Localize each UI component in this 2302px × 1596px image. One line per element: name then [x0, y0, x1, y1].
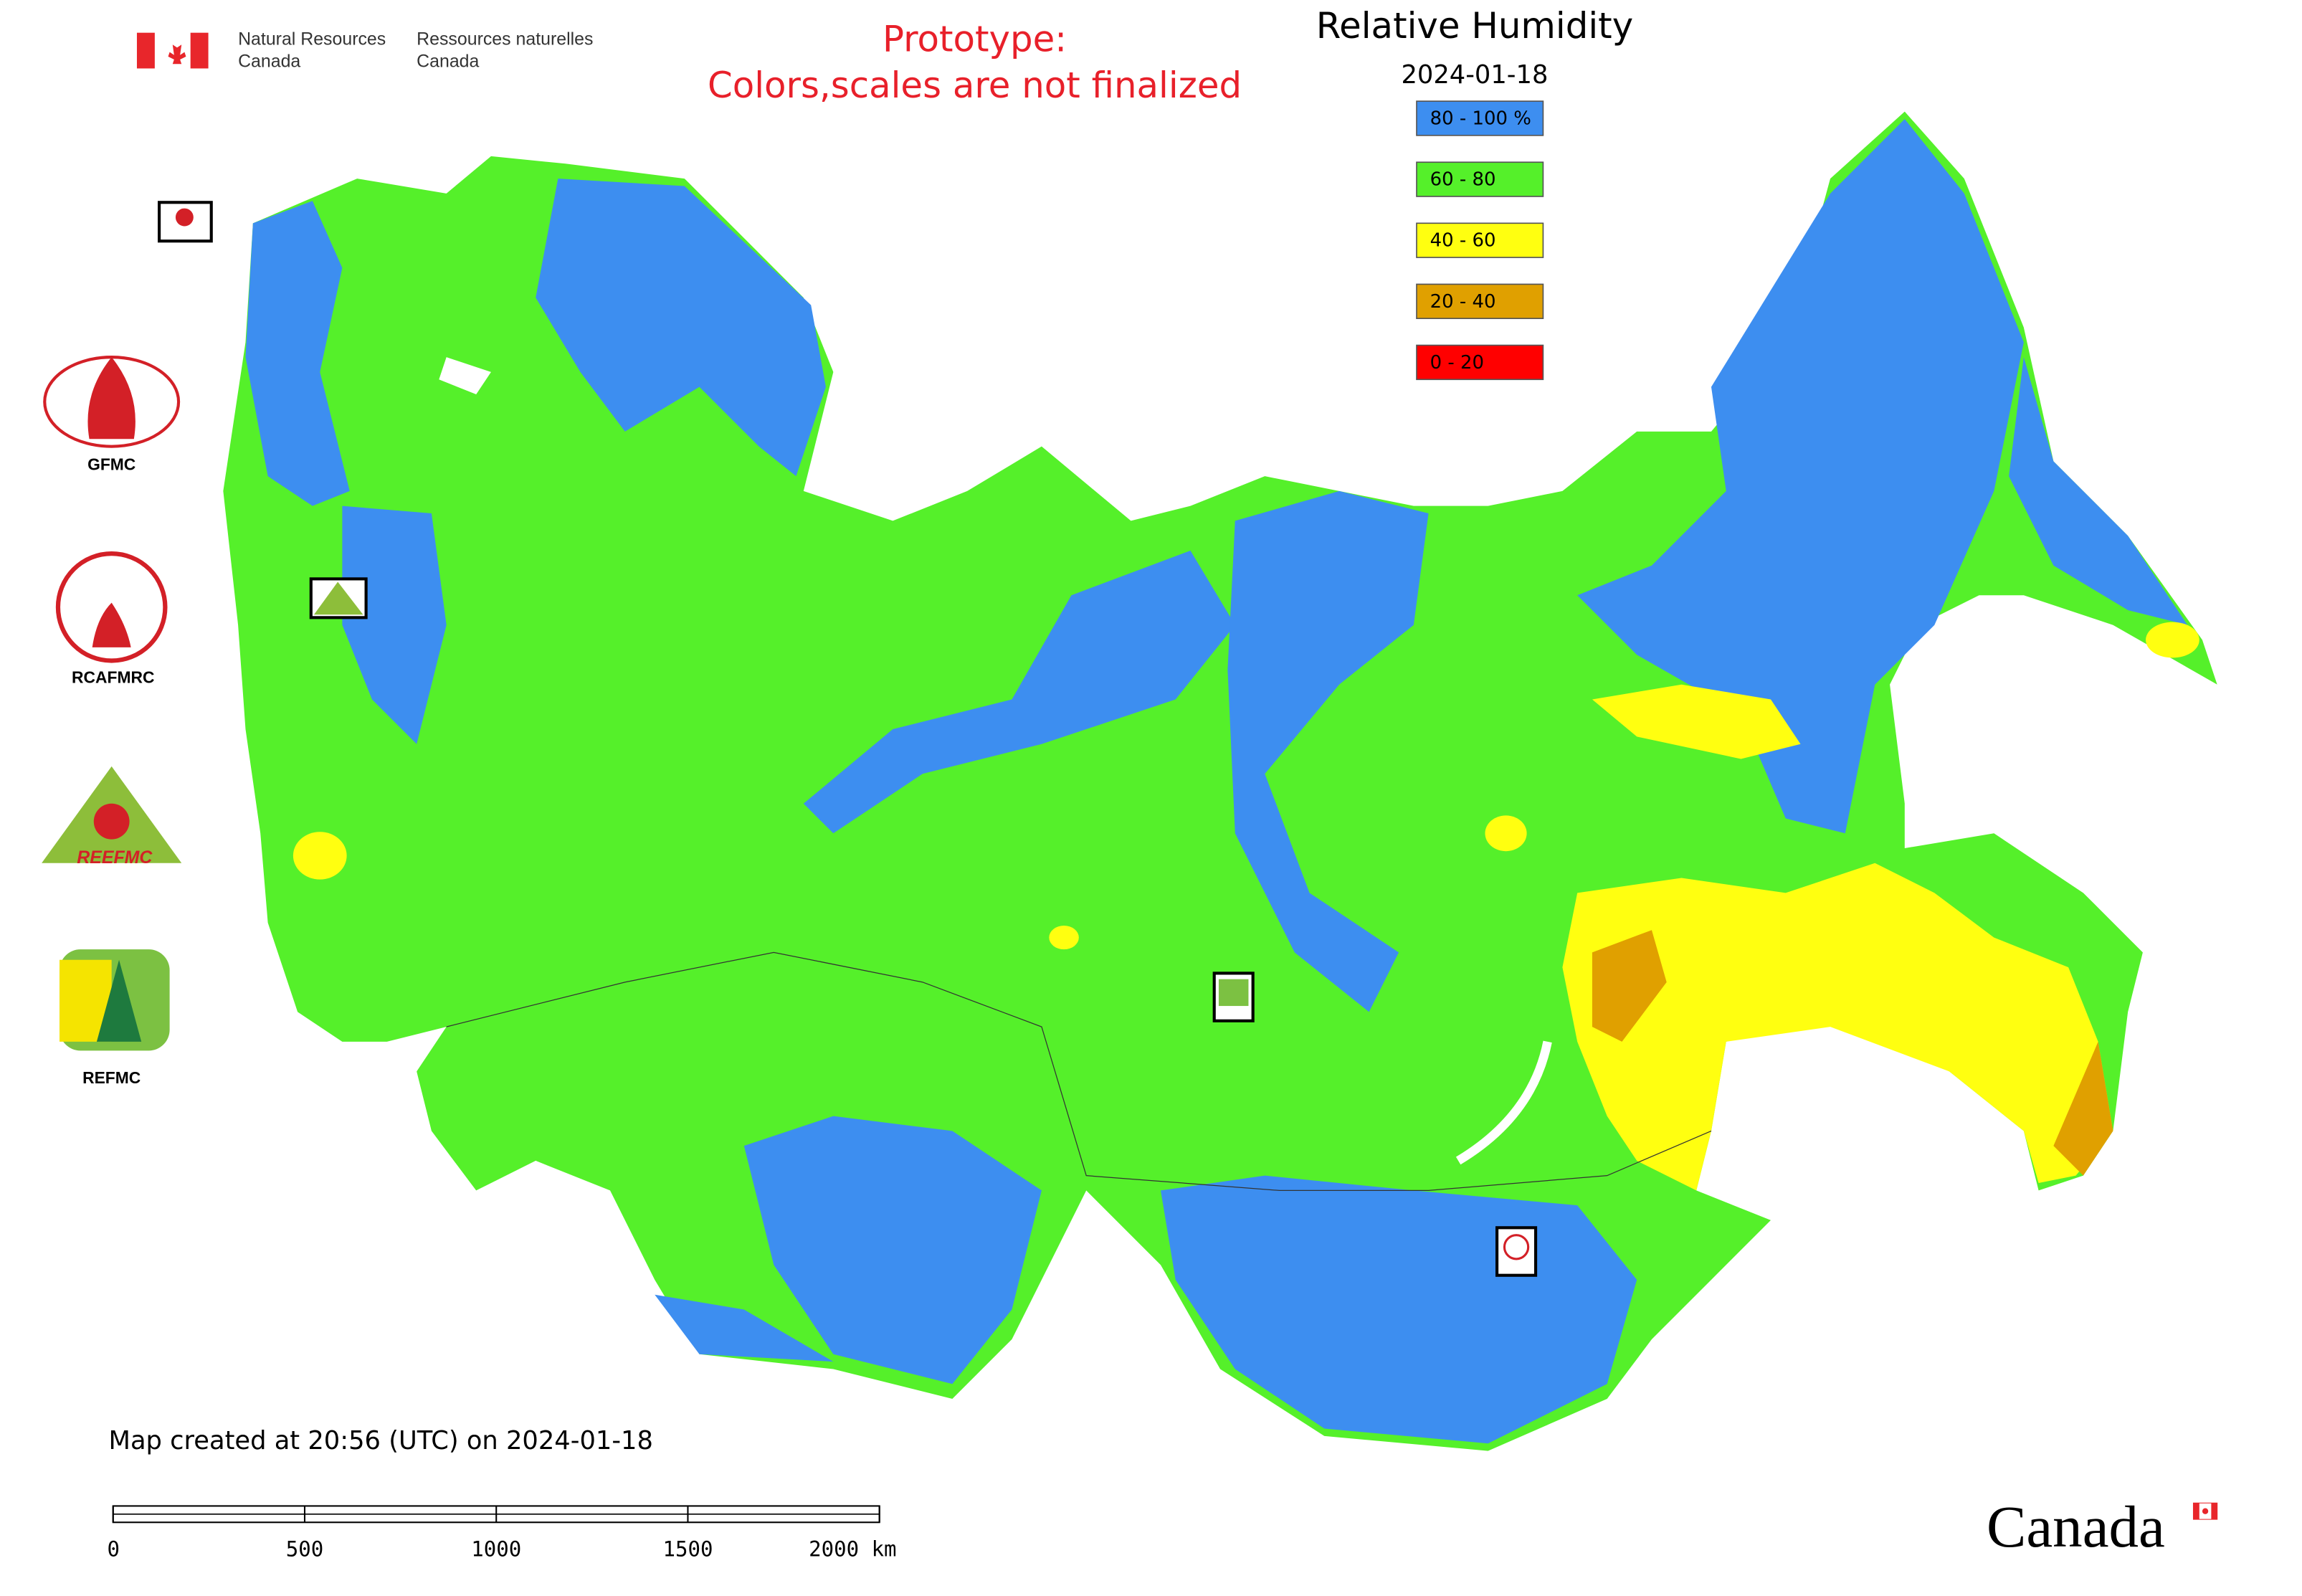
legend-title: Relative Humidity	[1316, 5, 1633, 47]
scale-label: 1500	[662, 1537, 713, 1562]
land-region	[1577, 119, 2024, 834]
partner-label: GFMC	[87, 455, 135, 474]
land-region	[803, 550, 1235, 834]
station-markers	[158, 201, 1538, 1277]
notice: Prototype:	[883, 19, 1067, 60]
legend-swatch	[1416, 222, 1544, 258]
created-note: Map created at 20:56 (UTC) on 2024-01-18	[109, 1426, 653, 1455]
partner-label: REFMC	[82, 1068, 141, 1087]
lake-ladoga	[439, 357, 491, 395]
land-region	[1049, 925, 1079, 950]
land-region	[1485, 815, 1527, 852]
scale-label: 2000 km	[809, 1537, 896, 1562]
legend-date: 2024-01-18	[1401, 60, 1548, 90]
legend-label: 0 - 20	[1430, 352, 1484, 374]
border	[446, 951, 1712, 1192]
scale-label: 500	[286, 1537, 323, 1562]
land-region	[223, 111, 2217, 1451]
dept-en: Natural Resources	[238, 29, 386, 49]
land-region	[536, 179, 826, 477]
legend-swatch	[1416, 344, 1544, 381]
land-region	[1160, 1175, 1637, 1444]
land-region	[655, 1294, 834, 1362]
legend-label: 20 - 40	[1430, 291, 1496, 313]
dept-fr: Ressources naturelles	[417, 29, 593, 49]
partner-label: RCAFMRC	[72, 668, 154, 686]
partner-label: REEFMC	[77, 847, 153, 868]
land-region	[1592, 930, 1667, 1042]
land-region	[2053, 1041, 2113, 1176]
legend-label: 60 - 80	[1430, 169, 1496, 191]
scale-label: 1000	[471, 1537, 521, 1562]
land-region	[1562, 863, 2113, 1191]
nrcan-signature: Natural Resources Canada Ressources natu…	[136, 29, 593, 72]
land-region	[1227, 490, 1429, 1012]
land-region	[292, 832, 347, 880]
dept-en: Canada	[238, 52, 300, 72]
canada-wordmark: Canada	[1987, 1493, 2165, 1559]
scale-label: 0	[107, 1537, 120, 1562]
wordmark-flag	[2192, 1502, 2218, 1520]
humidity-map	[223, 111, 2217, 1451]
land-region	[1592, 684, 1801, 759]
legend-swatch	[1416, 161, 1544, 197]
land-region	[743, 1116, 1042, 1384]
lake-baikal	[1455, 1040, 1552, 1165]
notice: Colors,scales are not finalized	[708, 65, 1242, 106]
legend-label: 80 - 100 %	[1430, 108, 1531, 130]
land-region	[2146, 622, 2199, 658]
legend-swatch	[1416, 283, 1544, 319]
land-region	[245, 201, 350, 506]
dept-fr: Canada	[417, 52, 479, 72]
legend-swatch	[1416, 100, 1544, 136]
legend: Relative Humidity 2024-01-18 80 - 100 % 6…	[1316, 5, 1633, 381]
partner-logos: GFMC RCAFMRC REEFMC REFMC	[42, 356, 182, 1087]
land-region	[342, 505, 447, 744]
legend-label: 40 - 60	[1430, 230, 1496, 252]
scale-bar: 0 500 1000 1500 2000 km	[107, 1505, 897, 1562]
